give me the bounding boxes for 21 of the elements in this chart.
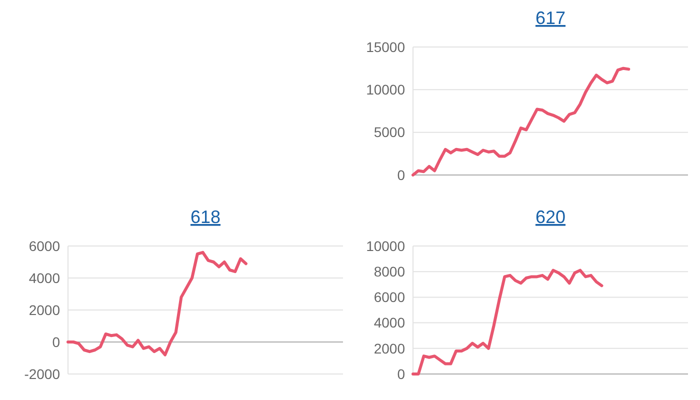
- chart-title: 618: [190, 207, 221, 227]
- y-tick-label: 8000: [374, 264, 406, 280]
- y-tick-label: 10000: [366, 82, 406, 98]
- line-series: [412, 66, 630, 176]
- y-tick-label: 5000: [374, 124, 406, 140]
- y-tick-label: 4000: [28, 270, 60, 286]
- y-tick-label: 0: [397, 166, 406, 183]
- y-tick-label: 4000: [374, 314, 406, 331]
- y-tick-label: 15000: [366, 38, 406, 55]
- y-tick-label: 6000: [374, 289, 406, 306]
- y-tick-label: 2000: [374, 340, 406, 356]
- y-tick-label: 0: [397, 366, 406, 382]
- y-tick-label: 2000: [28, 302, 60, 318]
- y-tick-label: 0: [52, 334, 60, 350]
- y-tick-label: 6000: [28, 238, 60, 254]
- line-series: [66, 250, 248, 356]
- chart-title: 617: [535, 8, 566, 28]
- y-tick-label: 10000: [366, 238, 406, 254]
- line-series: [412, 268, 604, 376]
- chart-title: 620: [535, 207, 566, 227]
- y-tick-label: -2000: [24, 366, 60, 382]
